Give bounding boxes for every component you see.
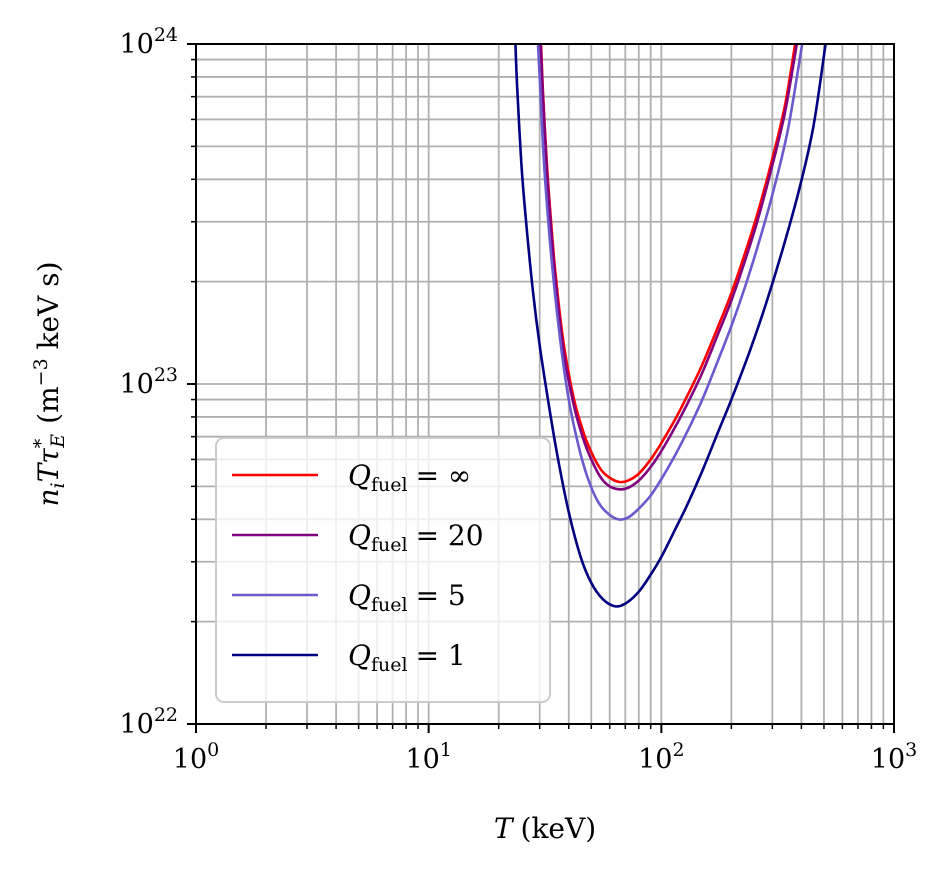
legend-entry-label: Qfuel = 5 — [348, 579, 466, 616]
axis-ticks — [187, 43, 895, 733]
x-tick-label: 100 — [173, 739, 219, 775]
y-tick-label: 1024 — [119, 24, 178, 60]
legend-entry-label: Qfuel = ∞ — [348, 459, 471, 496]
legend: Qfuel = ∞ Qfuel = 20 Qfuel = 5 Qfuel = 1 — [215, 437, 551, 703]
x-axis-label: T (keV) — [494, 812, 596, 845]
legend-entry-label: Qfuel = 20 — [348, 519, 484, 556]
x-tick-label: 102 — [638, 739, 684, 775]
series-line — [514, 44, 827, 608]
tick-labels: 100 101 102 103 1022 1023 1024 — [119, 24, 917, 775]
y-tick-label: 1022 — [119, 704, 178, 740]
x-tick-label: 101 — [405, 739, 451, 775]
series-layer — [514, 44, 827, 608]
legend-entry-label: Qfuel = 1 — [348, 639, 466, 676]
series-line — [536, 44, 804, 521]
y-tick-label: 1023 — [119, 364, 178, 400]
y-axis-label: niTτ*E(m−3 keV s) — [30, 261, 69, 506]
series-line — [539, 44, 799, 491]
legend-box — [215, 437, 551, 703]
x-tick-label: 103 — [871, 739, 917, 775]
